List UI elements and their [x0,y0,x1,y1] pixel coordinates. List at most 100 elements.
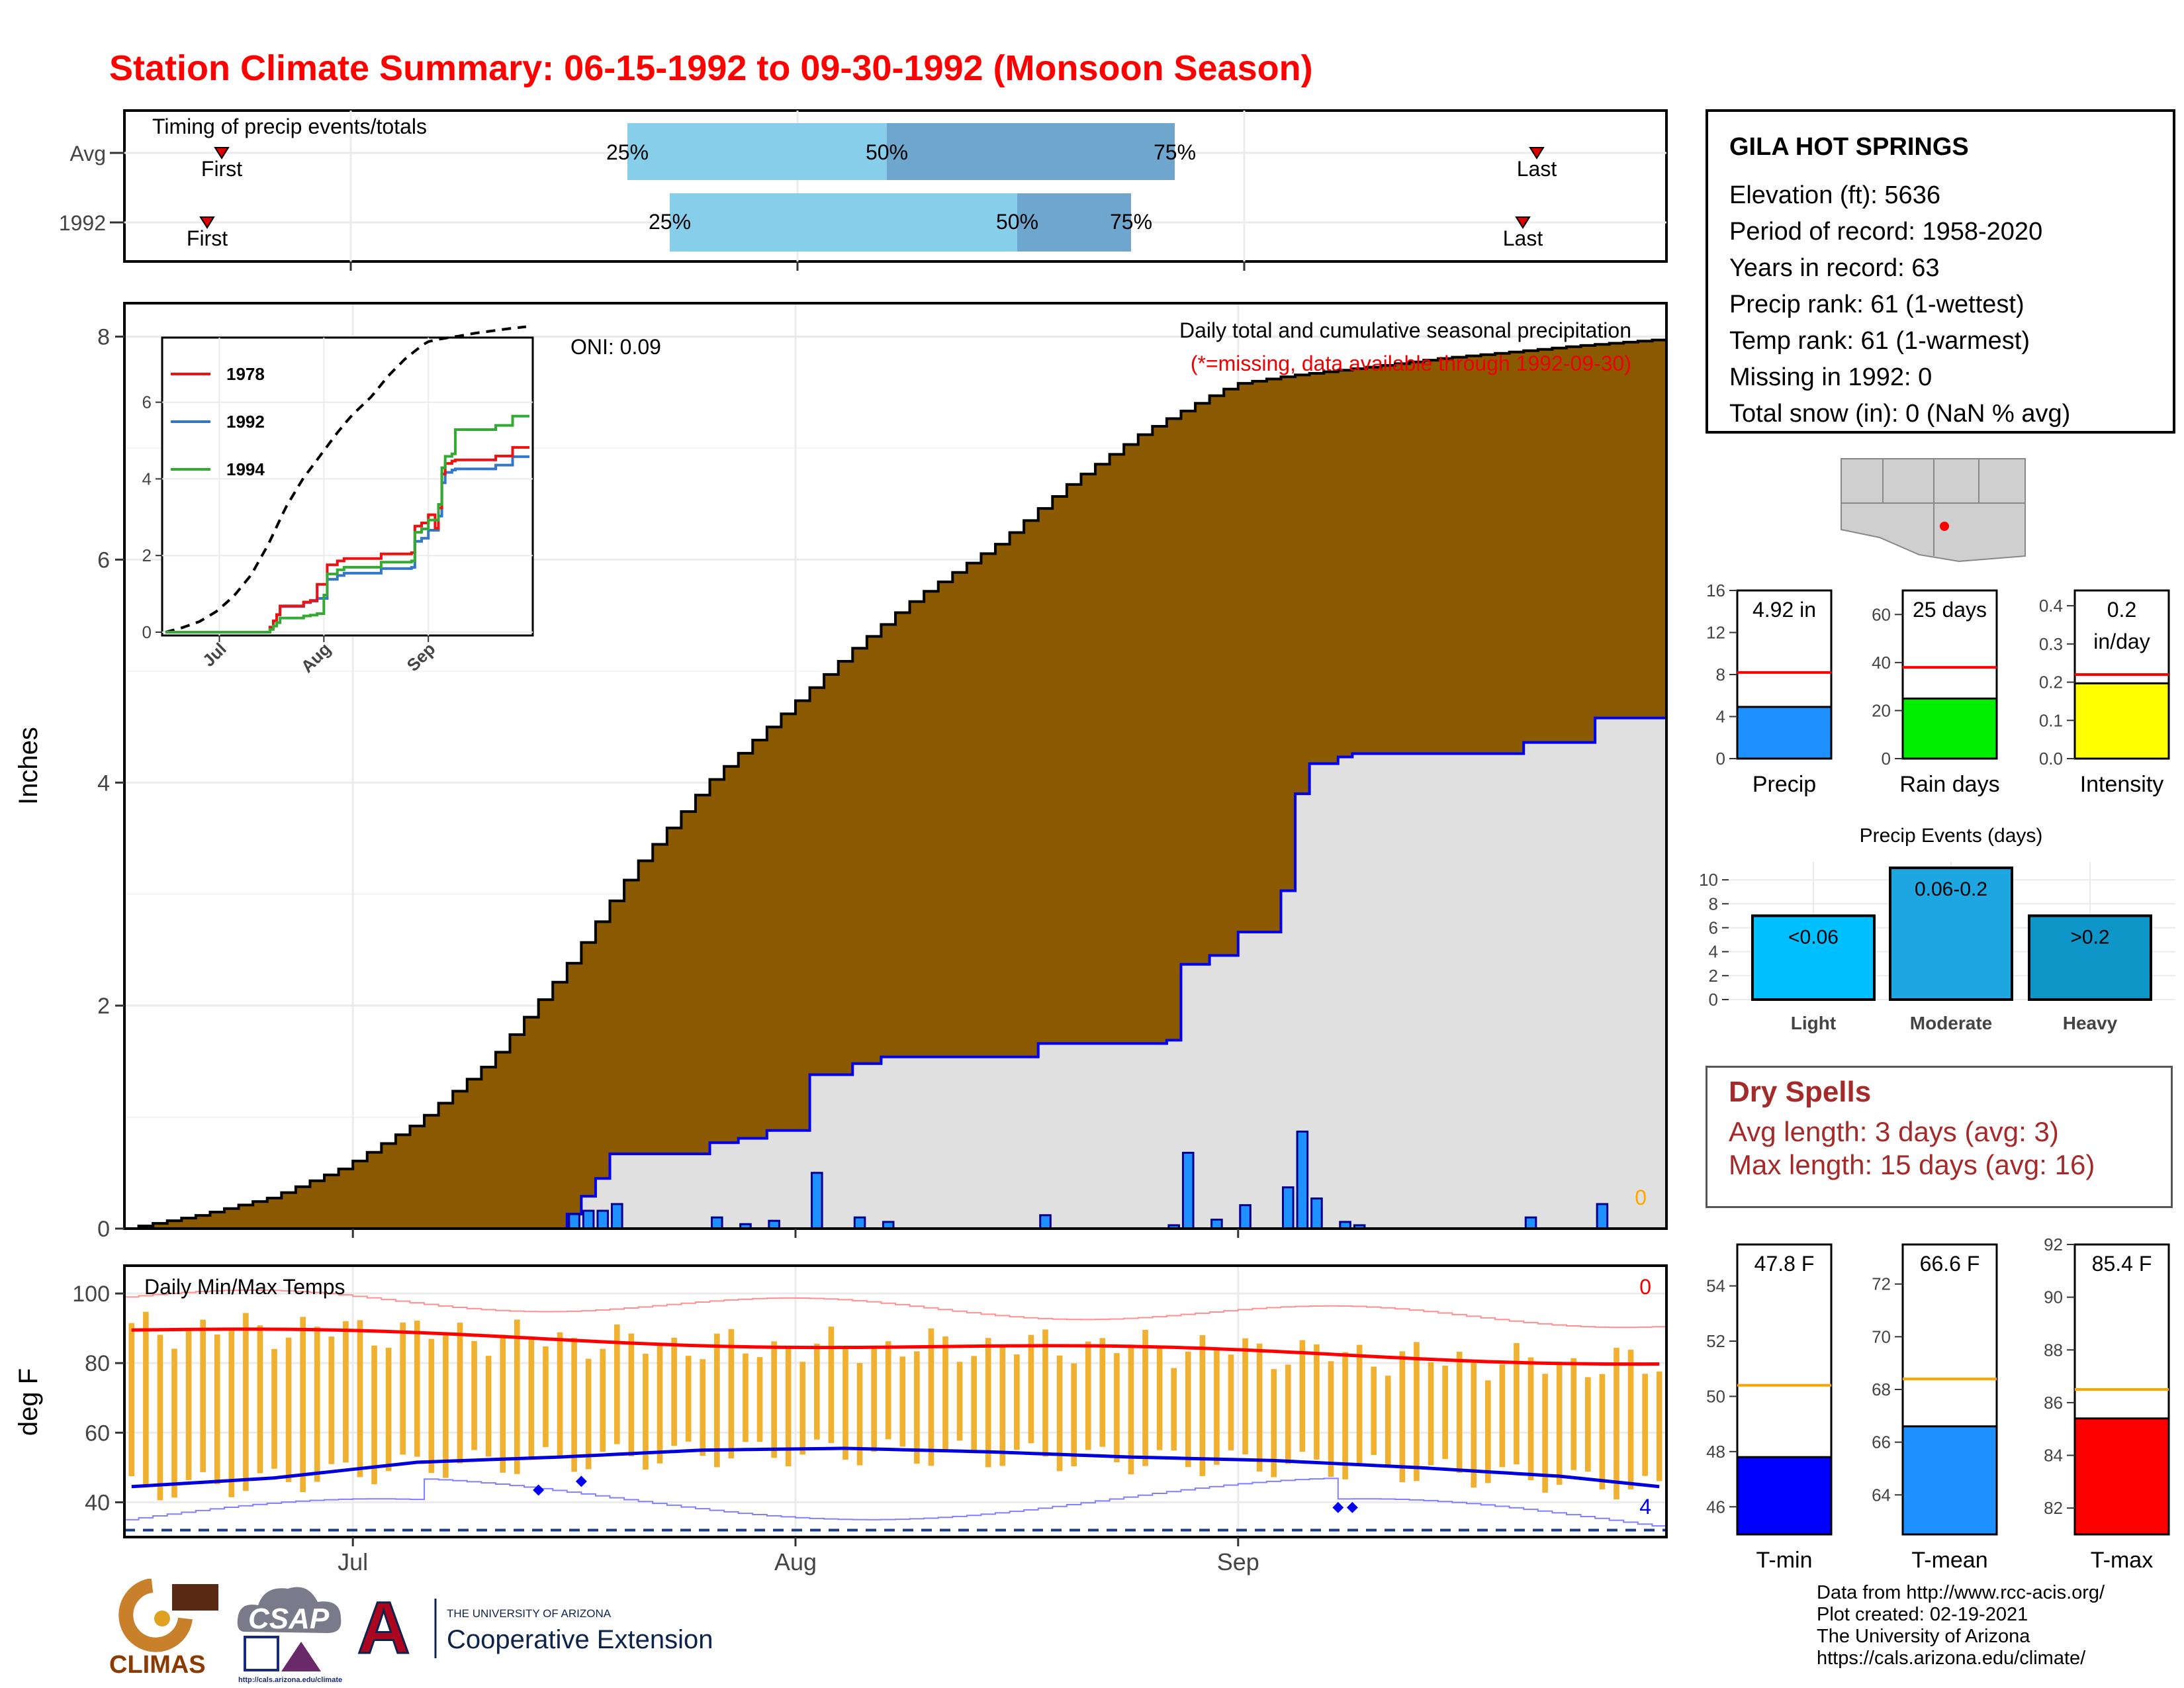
credit-line: Plot created: 02-19-2021 [1817,1604,2028,1625]
summary-bar-ytick-label: 4 [1716,707,1725,727]
csap-url-text: http://cals.arizona.edu/climate [238,1676,342,1684]
summary-bar-value-text: in/day [2093,630,2150,653]
inset-legend-label: 1978 [226,364,265,384]
precip-events-bar-label: Moderate [1910,1013,1992,1033]
daily-temp-bar [300,1317,306,1493]
credit-line: Data from http://www.rcc-acis.org/ [1817,1582,2105,1603]
record-low-marker-icon [1346,1501,1358,1513]
timing-panel-label: Timing of precip events/totals [152,115,427,138]
ua-small-text: THE UNIVERSITY OF ARIZONA [447,1607,612,1620]
station-name: GILA HOT SPRINGS [1729,133,1969,161]
timing-row-label: Avg [69,142,106,165]
daily-temp-bar [257,1325,263,1474]
daily-temp-bar [1356,1344,1363,1465]
inset-legend-label: 1992 [226,412,265,432]
precip-events-ytick-label: 10 [1699,870,1718,890]
daily-temp-bar [1542,1374,1548,1493]
precip-events-bar [1751,914,1876,1002]
daily-temp-bar [871,1348,877,1452]
daily-temp-bar [643,1354,649,1470]
daily-temp-bar [714,1333,720,1468]
daily-temp-bar [614,1324,620,1444]
daily-temp-bar [343,1321,349,1463]
daily-temp-bar [314,1327,320,1482]
daily-temp-bar [357,1320,363,1477]
daily-precip-bar [1282,1186,1295,1230]
climas-swirl-icon [118,1579,193,1652]
temp-bar-value-text: 85.4 F [2092,1252,2152,1276]
daily-temp-bar [1627,1350,1634,1489]
ua-cooperative-extension-logo: A THE UNIVERSITY OF ARIZONA Cooperative … [357,1592,713,1665]
timing-bar-1992-q1 [670,193,1017,252]
inset-ytick-label: 4 [142,469,152,489]
daily-temp-bar [956,1362,963,1441]
temp-bar-label: T-max [2091,1548,2153,1573]
climas-sun-icon [154,1611,170,1626]
climas-cow-icon [172,1584,218,1611]
daily-temp-bar [1342,1352,1348,1479]
average-tmin-line [131,1446,1660,1489]
station-line: Total snow (in): 0 (NaN % avg) [1729,400,2071,428]
precip-events-ytick-label: 8 [1709,894,1718,914]
temp-bar-ytick-label: 72 [1872,1274,1891,1294]
daily-precip-bar [1181,1151,1195,1230]
daily-temp-bar [885,1341,891,1440]
daily-temp-bar [385,1348,392,1472]
temp-bar-ytick-label: 86 [2044,1393,2063,1413]
station-info-panel: GILA HOT SPRINGS Elevation (ft): 5636 Pe… [1706,109,2175,434]
daily-temp-bar [1442,1366,1448,1460]
record-low-marker-icon [575,1476,587,1487]
temp-panel-frame [123,1264,1668,1538]
timing-q50-label: 50% [996,210,1038,234]
summary-bar-ytick-label: 0.1 [2039,710,2063,730]
daily-temp-bar [1485,1380,1491,1483]
daily-temp-bar [928,1328,934,1466]
daily-precip-bar [611,1203,623,1230]
daily-temp-bar [1099,1338,1106,1447]
daily-temp-bar [543,1346,549,1448]
daily-temp-bar [1656,1371,1662,1481]
record-low-marker-icon [533,1484,545,1496]
precip-events-bar-text: <0.06 [1788,926,1839,948]
daily-temp-bar [485,1356,492,1457]
station-line: Precip rank: 61 (1-wettest) [1729,291,2025,318]
timing-q25-label: 25% [606,140,649,164]
xaxis-tick-label: Sep [1217,1548,1259,1575]
timing-last-label: Last [1517,157,1557,181]
daily-temp-bar [185,1329,192,1480]
daily-temp-bar [999,1346,1006,1466]
daily-temp-bar [328,1336,335,1464]
daily-temp-bar [1285,1364,1291,1464]
precip-events-bar-text: >0.2 [2070,926,2109,948]
csap-logo-text: CSAP [248,1603,330,1635]
summary-bar-ytick-label: 60 [1872,604,1891,624]
station-line: Period of record: 1958-2020 [1729,218,2043,246]
temp-ylabel: deg F [14,1368,43,1436]
temp-bar-label: T-min [1756,1548,1813,1573]
daily-temp-bar [685,1356,692,1442]
summary-bar-ytick-label: 0 [1716,749,1725,769]
summary-bar-label: Rain days [1899,772,1999,797]
daily-temp-bar [700,1359,706,1456]
daily-temp-bar [1171,1368,1177,1451]
daily-temp-bar [1199,1335,1206,1476]
daily-temp-bar [657,1345,663,1464]
daily-precip-bar [568,1213,580,1230]
daily-temp-bar [471,1340,477,1450]
daily-temp-bar [1128,1344,1134,1475]
temp-bar-value [1736,1456,1833,1536]
daily-temp-bar [443,1334,449,1478]
csap-mountain-icon [281,1642,321,1671]
daily-precip-bar [1596,1203,1609,1230]
timing-first-label: First [187,226,228,250]
daily-temp-bar [500,1335,506,1473]
xaxis-tick-label: Jul [338,1548,368,1575]
missing-count: 0 [1635,1186,1647,1209]
daily-temp-bar [1042,1329,1048,1457]
summary-bar-value-text: 4.92 in [1752,598,1816,622]
daily-temp-bar [585,1358,592,1470]
main-ytick-label: 2 [97,994,110,1019]
inset-frame [161,336,534,637]
temp-bar-ytick-label: 88 [2044,1340,2063,1360]
daily-temp-bar [514,1319,520,1474]
